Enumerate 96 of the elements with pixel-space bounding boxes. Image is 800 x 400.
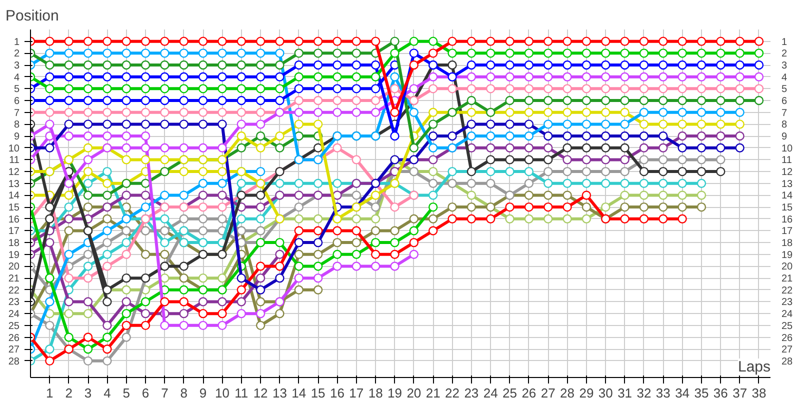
x-tick-label: 8 xyxy=(180,386,188,400)
y-tick-label: 14 xyxy=(8,190,20,202)
x-tick-label: 27 xyxy=(540,386,556,400)
y2-tick-label: 10 xyxy=(782,143,794,154)
x-tick-label: 5 xyxy=(122,386,130,400)
y-tick-label: 22 xyxy=(8,285,20,296)
y2-tick-label: 17 xyxy=(782,226,794,238)
x-tick-label: 4 xyxy=(104,386,111,400)
y2-tick-label: 18 xyxy=(782,238,794,250)
y2-tick-label: 5 xyxy=(782,84,788,96)
y2-tick-label: 19 xyxy=(782,250,794,261)
y-tick-label: 23 xyxy=(8,297,20,308)
y-tick-label: 21 xyxy=(8,274,20,285)
x-tick-label: 30 xyxy=(598,386,613,400)
y-tick-label: 10 xyxy=(8,143,20,154)
x-tick-label: 22 xyxy=(445,386,460,400)
y-axis-title: Position xyxy=(6,8,59,24)
y2-tick-label: 2 xyxy=(782,48,788,60)
x-tick-label: 24 xyxy=(483,386,498,400)
y2-tick-label: 13 xyxy=(782,178,794,190)
y-tick-label: 12 xyxy=(8,167,20,178)
x-tick-label: 9 xyxy=(199,386,207,400)
x-axis-title: Laps xyxy=(738,358,771,376)
y2-tick-label: 24 xyxy=(782,309,794,320)
x-tick-label: 37 xyxy=(732,386,748,400)
y-tick-label: 25 xyxy=(8,320,20,332)
y-tick-label: 27 xyxy=(8,344,20,356)
y2-tick-label: 9 xyxy=(782,132,788,143)
x-tick-label: 20 xyxy=(406,386,422,400)
y2-tick-label: 21 xyxy=(782,274,794,285)
x-tick-label: 2 xyxy=(65,386,72,400)
x-tick-label: 19 xyxy=(388,386,402,400)
x-tick-label: 28 xyxy=(560,386,575,400)
y2-tick-label: 22 xyxy=(782,285,794,296)
y-tick-label: 9 xyxy=(14,132,20,143)
y-tick-label: 11 xyxy=(9,155,20,166)
y-tick-label: 8 xyxy=(14,120,20,131)
y-tick-label: 2 xyxy=(14,48,20,60)
y2-tick-label: 7 xyxy=(782,108,788,119)
x-tick-label: 13 xyxy=(272,386,287,400)
y2-tick-label: 20 xyxy=(782,262,794,273)
y2-tick-label: 14 xyxy=(782,190,794,202)
y-tick-label: 19 xyxy=(8,250,20,261)
y2-tick-label: 25 xyxy=(782,320,794,332)
x-tick-label: 3 xyxy=(84,386,92,400)
y-tick-label: 5 xyxy=(14,84,20,96)
x-tick-label: 26 xyxy=(522,386,536,400)
y-tick-label: 7 xyxy=(14,108,20,119)
y2-tick-label: 27 xyxy=(782,344,794,356)
x-tick-label: 18 xyxy=(368,386,383,400)
x-tick-label: 1 xyxy=(46,386,54,400)
x-tick-label: 10 xyxy=(214,386,230,400)
y-tick-label: 13 xyxy=(8,178,20,190)
x-tick-label: 32 xyxy=(636,386,652,400)
x-tick-label: 16 xyxy=(330,386,344,400)
y2-tick-label: 11 xyxy=(782,155,792,166)
y2-tick-label: 8 xyxy=(782,120,788,131)
x-tick-label: 33 xyxy=(656,386,670,400)
y-tick-label: 18 xyxy=(8,238,20,250)
x-tick-label: 35 xyxy=(694,386,709,400)
x-tick-label: 17 xyxy=(349,386,364,400)
y2-tick-label: 28 xyxy=(782,356,794,368)
y2-tick-label: 16 xyxy=(782,214,794,226)
y2-tick-label: 3 xyxy=(782,60,788,72)
x-tick-label: 11 xyxy=(234,386,248,400)
y-tick-label: 16 xyxy=(8,214,20,226)
y2-tick-label: 4 xyxy=(782,72,788,84)
x-tick-label: 38 xyxy=(752,386,766,400)
y2-tick-label: 12 xyxy=(782,167,794,178)
y-tick-label: 17 xyxy=(8,226,20,238)
y2-tick-label: 1 xyxy=(782,36,788,48)
x-tick-label: 36 xyxy=(713,386,728,400)
x-tick-label: 23 xyxy=(464,386,479,400)
x-tick-label: 34 xyxy=(675,386,690,400)
x-tick-label: 21 xyxy=(426,386,440,400)
y2-tick-label: 23 xyxy=(782,297,794,308)
x-tick-label: 7 xyxy=(161,386,168,400)
y2-tick-label: 26 xyxy=(782,332,794,344)
y2-tick-label: 15 xyxy=(782,202,794,214)
x-tick-label: 6 xyxy=(142,386,150,400)
x-tick-label: 15 xyxy=(310,386,326,400)
x-tick-label: 12 xyxy=(253,386,268,400)
y-tick-label: 28 xyxy=(8,356,20,368)
y-tick-label: 20 xyxy=(8,262,20,273)
y-tick-label: 1 xyxy=(14,36,20,48)
y-tick-label: 26 xyxy=(8,332,20,344)
y-tick-label: 4 xyxy=(14,72,20,84)
y-tick-label: 3 xyxy=(14,60,20,72)
x-tick-label: 25 xyxy=(502,386,518,400)
x-tick-label: 14 xyxy=(292,386,306,400)
y-tick-label: 6 xyxy=(14,96,20,108)
y-tick-label: 24 xyxy=(8,309,20,320)
y2-tick-label: 6 xyxy=(782,96,788,108)
y-tick-label: 15 xyxy=(8,202,20,214)
x-tick-label: 29 xyxy=(579,386,594,400)
x-tick-label: 31 xyxy=(618,386,632,400)
